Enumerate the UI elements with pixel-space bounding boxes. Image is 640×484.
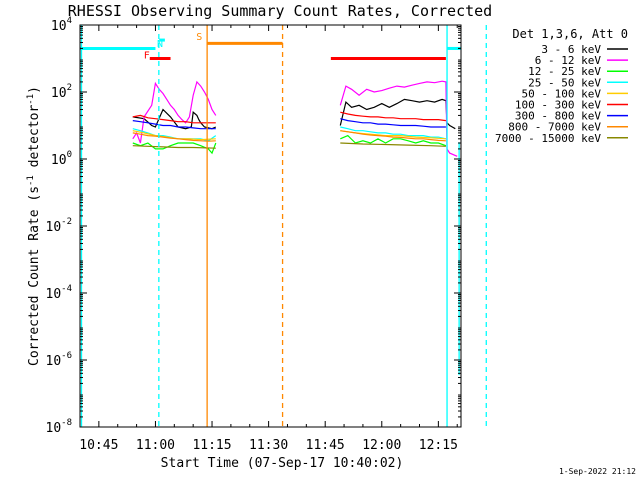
series-line-8 bbox=[132, 142, 446, 149]
annotation-label-1: N bbox=[157, 39, 163, 50]
legend-label-7: 800 - 7000 keV bbox=[508, 121, 601, 134]
x-tick-label-5: 12:00 bbox=[362, 438, 401, 453]
series-line-7 bbox=[132, 130, 446, 142]
y-axis-label-sup2: -1 bbox=[26, 94, 36, 105]
x-tick-label-6: 12:15 bbox=[419, 438, 458, 453]
y-axis-label-sup1: -1 bbox=[26, 175, 36, 186]
legend-label-2: 12 - 25 keV bbox=[528, 65, 601, 78]
legend-label-0: 3 - 6 keV bbox=[541, 43, 601, 56]
y-tick-label-0: 104 bbox=[51, 16, 72, 34]
y-tick-label-2: 100 bbox=[51, 150, 72, 168]
legend-label-8: 7000 - 15000 keV bbox=[495, 132, 601, 145]
legend-label-6: 300 - 800 keV bbox=[515, 110, 601, 123]
x-tick-label-4: 11:45 bbox=[306, 438, 345, 453]
x-tick-label-0: 10:45 bbox=[79, 438, 118, 453]
y-axis-label-end: ) bbox=[27, 86, 42, 94]
legend-label-1: 6 - 12 keV bbox=[535, 54, 602, 67]
legend-label-3: 25 - 50 keV bbox=[528, 76, 601, 89]
series-line-0 bbox=[132, 98, 456, 130]
annotation-label-2: S bbox=[196, 32, 202, 43]
y-tick-label-5: 10-6 bbox=[46, 351, 73, 369]
legend-header: Det 1,3,6, Att 0 bbox=[512, 27, 628, 41]
x-tick-label-1: 11:00 bbox=[136, 438, 175, 453]
x-axis-label: Start Time (07-Sep-17 10:40:02) bbox=[161, 456, 404, 471]
footer-date: 1-Sep-2022 21:12 bbox=[559, 467, 636, 476]
plot-frame bbox=[79, 24, 462, 428]
y-axis-label-main: Corrected Count Rate (s bbox=[27, 186, 42, 366]
annotation-label-0: F bbox=[144, 51, 150, 62]
y-axis-label: Corrected Count Rate (s-1 detector-1) bbox=[26, 86, 42, 366]
series-line-1 bbox=[132, 80, 458, 157]
series-line-6 bbox=[132, 118, 446, 130]
legend-label-5: 100 - 300 keV bbox=[515, 99, 601, 112]
series-line-5 bbox=[132, 111, 446, 124]
legend-label-4: 50 - 100 keV bbox=[522, 87, 602, 100]
y-tick-label-1: 102 bbox=[51, 83, 72, 101]
series-line-2 bbox=[132, 134, 447, 155]
x-tick-label-3: 11:30 bbox=[249, 438, 288, 453]
y-tick-label-4: 10-4 bbox=[46, 284, 73, 302]
x-tick-label-2: 11:15 bbox=[192, 438, 231, 453]
y-tick-label-3: 10-2 bbox=[46, 217, 73, 235]
y-axis-label-mid: detector bbox=[27, 105, 42, 176]
chart-title: RHESSI Observing Summary Count Rates, Co… bbox=[68, 2, 492, 20]
y-tick-label-6: 10-8 bbox=[46, 418, 73, 436]
